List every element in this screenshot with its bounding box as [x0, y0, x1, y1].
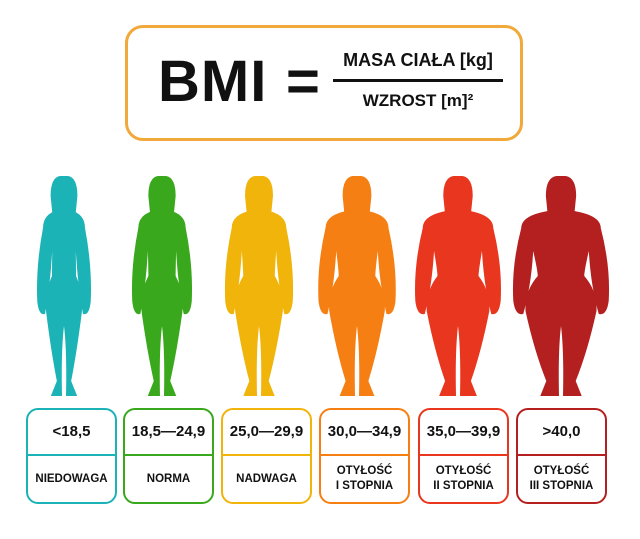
bmi-range: 35,0—39,9: [426, 423, 501, 440]
formula-denominator: WZROST [m]²: [362, 91, 474, 110]
bmi-category-label: OTYŁOŚĆ II STOPNIA: [433, 465, 494, 492]
bmi-category-label: NADWAGA: [236, 472, 297, 485]
normal-woman-silhouette-icon: [131, 176, 193, 396]
overweight-woman-silhouette-icon: [224, 176, 294, 396]
bmi-category-label: OTYŁOŚĆ I STOPNIA: [335, 465, 394, 492]
formula-numerator: MASA CIAŁA [kg]: [343, 50, 493, 70]
thin-woman-silhouette-icon: [37, 176, 91, 396]
formula-fraction: MASA CIAŁA [kg] WZROST [m]²: [333, 48, 503, 112]
bmi-category-label: OTYŁOŚĆ III STOPNIA: [529, 465, 594, 492]
card-divider: [26, 454, 117, 456]
obese-2-woman-silhouette-icon: [415, 176, 501, 396]
bmi-range: >40,0: [542, 423, 581, 440]
bmi-label: BMI: [158, 49, 268, 114]
bmi-range: 30,0—34,9: [327, 423, 402, 440]
bmi-range: 18,5—24,9: [131, 423, 206, 440]
bmi-category-card: 35,0—39,9 OTYŁOŚĆ II STOPNIA: [418, 408, 509, 504]
bmi-range: 25,0—29,9: [229, 423, 304, 440]
bmi-category-card: 18,5—24,9 NORMA: [123, 408, 214, 504]
card-divider: [123, 454, 214, 456]
card-divider: [418, 454, 509, 456]
bmi-category-card: 25,0—29,9 NADWAGA: [221, 408, 312, 504]
obese-1-woman-silhouette-icon: [318, 176, 396, 396]
bmi-category-card: 30,0—34,9 OTYŁOŚĆ I STOPNIA: [319, 408, 410, 504]
body-silhouettes: [37, 176, 610, 396]
fraction-line: [333, 79, 503, 82]
card-divider: [221, 454, 312, 456]
card-divider: [319, 454, 410, 456]
bmi-category-card: <18,5 NIEDOWAGA: [26, 408, 117, 504]
bmi-category-card: >40,0 OTYŁOŚĆ III STOPNIA: [516, 408, 607, 504]
equals-sign: =: [286, 49, 320, 114]
card-divider: [516, 454, 607, 456]
bmi-category-label: NIEDOWAGA: [35, 472, 108, 485]
bmi-formula-box: BMI = MASA CIAŁA [kg] WZROST [m]²: [125, 25, 523, 141]
obese-3-woman-silhouette-icon: [512, 176, 610, 396]
bmi-category-label: NORMA: [146, 472, 191, 485]
bmi-range: <18,5: [52, 423, 91, 440]
